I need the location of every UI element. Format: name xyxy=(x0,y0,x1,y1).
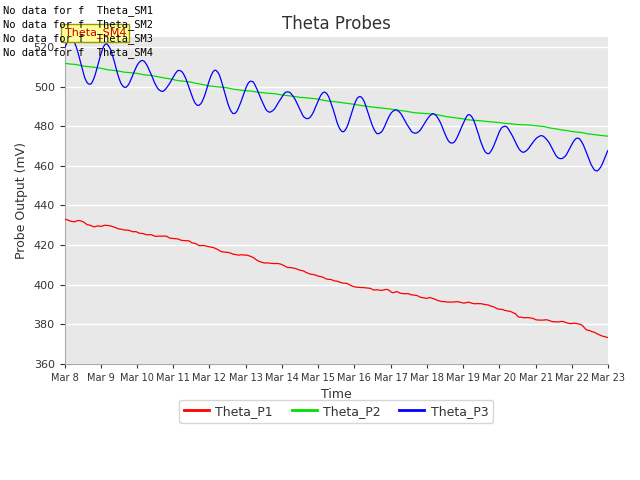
Legend: Theta_P1, Theta_P2, Theta_P3: Theta_P1, Theta_P2, Theta_P3 xyxy=(179,400,493,423)
Text: No data for f  Theta_SM1
No data for f  Theta_SM2
No data for f  Theta_SM3
No da: No data for f Theta_SM1 No data for f Th… xyxy=(3,5,153,58)
Y-axis label: Probe Output (mV): Probe Output (mV) xyxy=(15,142,28,259)
X-axis label: Time: Time xyxy=(321,388,351,401)
Text: Theta_SM4: Theta_SM4 xyxy=(65,27,126,38)
Title: Theta Probes: Theta Probes xyxy=(282,15,390,33)
